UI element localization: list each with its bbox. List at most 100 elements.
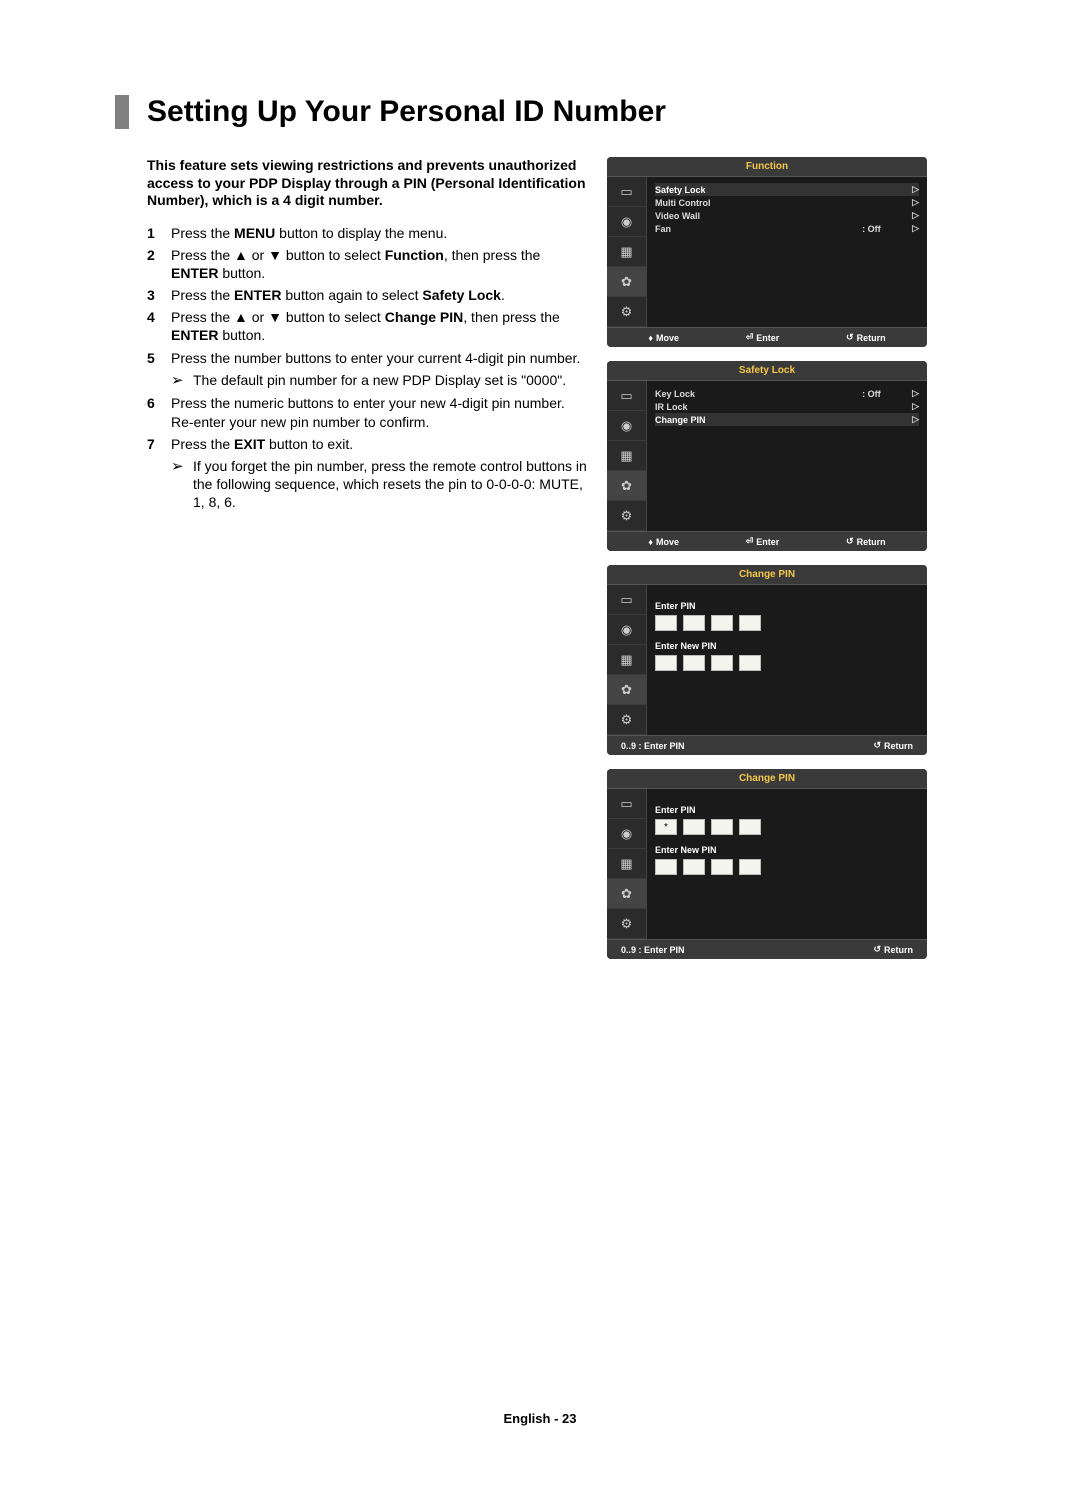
pin-digit-4 [739, 859, 761, 875]
channel-icon: ▦ [607, 441, 646, 471]
note-default-pin: ➢ The default pin number for a new PDP D… [171, 371, 587, 391]
osd-sidebar: ▭ ◉ ▦ ✿ ⚙ [607, 585, 647, 735]
return-icon: ↺ [873, 944, 881, 955]
step-number: 5 [147, 349, 171, 367]
enter-hint: ⏎Enter [746, 536, 780, 547]
step-3: 3 Press the ENTER button again to select… [147, 286, 587, 304]
osd-footer: ♦Move ⏎Enter ↺Return [607, 327, 927, 347]
osd-footer: 0..9 : Enter PIN ↺ Return [607, 939, 927, 959]
return-icon: ↺ [846, 536, 854, 547]
picture-icon: ▭ [607, 381, 646, 411]
step-list-cont: 6 Press the numeric buttons to enter you… [147, 394, 587, 453]
setup-icon: ⚙ [607, 909, 646, 939]
osd-row-key-lock: Key Lock: Off▷ [655, 387, 919, 400]
pin-digit-1 [655, 859, 677, 875]
osd-sidebar: ▭ ◉ ▦ ✿ ⚙ [607, 789, 647, 939]
return-hint: ↺Return [846, 332, 886, 343]
enter-pin-hint: 0..9 : Enter PIN [621, 740, 685, 751]
osd-row-fan: Fan: Off▷ [655, 222, 919, 235]
osd-body: ▭ ◉ ▦ ✿ ⚙ Enter PIN [607, 585, 927, 735]
pin-digit-2 [683, 819, 705, 835]
channel-icon: ▦ [607, 237, 646, 267]
setup-icon: ⚙ [607, 705, 646, 735]
pin-digit-2 [683, 615, 705, 631]
osd-safety-lock-menu: Safety Lock ▭ ◉ ▦ ✿ ⚙ Key Lock: Off▷ IR … [607, 361, 927, 551]
pin-digit-3 [711, 615, 733, 631]
page-title: Setting Up Your Personal ID Number [147, 95, 985, 129]
enter-icon: ⏎ [746, 332, 754, 343]
return-hint: ↺Return [846, 536, 886, 547]
osd-body: ▭ ◉ ▦ ✿ ⚙ Key Lock: Off▷ IR Lock▷ Change… [607, 381, 927, 531]
osd-row-multi-control: Multi Control▷ [655, 196, 919, 209]
channel-icon: ▦ [607, 645, 646, 675]
content-columns: This feature sets viewing restrictions a… [147, 157, 985, 973]
enter-hint: ⏎Enter [746, 332, 780, 343]
enter-new-pin-label: Enter New PIN [655, 845, 919, 855]
updown-icon: ♦ [648, 333, 653, 343]
osd-row-ir-lock: IR Lock▷ [655, 400, 919, 413]
osd-footer: ♦Move ⏎Enter ↺Return [607, 531, 927, 551]
note-forgot-pin: ➢ If you forget the pin number, press th… [171, 457, 587, 512]
osd-row-change-pin: Change PIN▷ [655, 413, 919, 426]
note-text: The default pin number for a new PDP Dis… [193, 371, 566, 391]
step-number: 3 [147, 286, 171, 304]
pin-digit-2 [683, 859, 705, 875]
function-icon: ✿ [607, 675, 646, 705]
osd-row-safety-lock: Safety Lock▷ [655, 183, 919, 196]
function-icon: ✿ [607, 267, 646, 297]
enter-pin-label: Enter PIN [655, 601, 919, 611]
osd-change-pin-entered: Change PIN ▭ ◉ ▦ ✿ ⚙ Enter PIN * [607, 769, 927, 959]
instructions-column: This feature sets viewing restrictions a… [147, 157, 587, 973]
pin-digit-4 [739, 615, 761, 631]
setup-icon: ⚙ [607, 297, 646, 327]
picture-icon: ▭ [607, 177, 646, 207]
function-icon: ✿ [607, 879, 646, 909]
osd-footer: 0..9 : Enter PIN ↺ Return [607, 735, 927, 755]
pin-digit-1: * [655, 819, 677, 835]
step-4: 4 Press the ▲ or ▼ button to select Chan… [147, 308, 587, 344]
page-footer: English - 23 [0, 1411, 1080, 1426]
osd-title: Safety Lock [607, 361, 927, 381]
step-number: 4 [147, 308, 171, 344]
pin-digit-1 [655, 655, 677, 671]
osd-content: Key Lock: Off▷ IR Lock▷ Change PIN▷ [647, 381, 927, 531]
move-hint: ♦Move [648, 536, 679, 547]
intro-text: This feature sets viewing restrictions a… [147, 157, 587, 210]
pin-boxes: * [655, 819, 919, 835]
enter-icon: ⏎ [746, 536, 754, 547]
osd-content: Safety Lock▷ Multi Control▷ Video Wall▷ … [647, 177, 927, 327]
osd-body: ▭ ◉ ▦ ✿ ⚙ Safety Lock▷ Multi Control▷ Vi… [607, 177, 927, 327]
enter-new-pin-label: Enter New PIN [655, 641, 919, 651]
step-6: 6 Press the numeric buttons to enter you… [147, 394, 587, 430]
step-1: 1 Press the MENU button to display the m… [147, 224, 587, 242]
manual-page: Setting Up Your Personal ID Number This … [0, 0, 1080, 973]
channel-icon: ▦ [607, 849, 646, 879]
return-hint: ↺ Return [873, 740, 913, 751]
step-7: 7 Press the EXIT button to exit. [147, 435, 587, 453]
return-icon: ↺ [873, 740, 881, 751]
sound-icon: ◉ [607, 411, 646, 441]
osd-content: Enter PIN Enter New PIN [647, 585, 927, 735]
note-arrow-icon: ➢ [171, 457, 193, 512]
step-body: Press the ▲ or ▼ button to select Functi… [171, 246, 587, 282]
osd-title: Change PIN [607, 565, 927, 585]
enter-pin-hint: 0..9 : Enter PIN [621, 944, 685, 955]
step-number: 2 [147, 246, 171, 282]
new-pin-boxes [655, 655, 919, 671]
osd-screenshots-column: Function ▭ ◉ ▦ ✿ ⚙ Safety Lock▷ Multi Co… [607, 157, 927, 973]
osd-function-menu: Function ▭ ◉ ▦ ✿ ⚙ Safety Lock▷ Multi Co… [607, 157, 927, 347]
osd-sidebar: ▭ ◉ ▦ ✿ ⚙ [607, 381, 647, 531]
setup-icon: ⚙ [607, 501, 646, 531]
step-list: 1 Press the MENU button to display the m… [147, 224, 587, 367]
sound-icon: ◉ [607, 207, 646, 237]
pin-digit-3 [711, 859, 733, 875]
step-number: 6 [147, 394, 171, 430]
step-body: Press the MENU button to display the men… [171, 224, 587, 242]
osd-title: Change PIN [607, 769, 927, 789]
note-text: If you forget the pin number, press the … [193, 457, 587, 512]
step-body: Press the numeric buttons to enter your … [171, 394, 587, 430]
pin-digit-3 [711, 655, 733, 671]
picture-icon: ▭ [607, 789, 646, 819]
pin-digit-1 [655, 615, 677, 631]
osd-sidebar: ▭ ◉ ▦ ✿ ⚙ [607, 177, 647, 327]
